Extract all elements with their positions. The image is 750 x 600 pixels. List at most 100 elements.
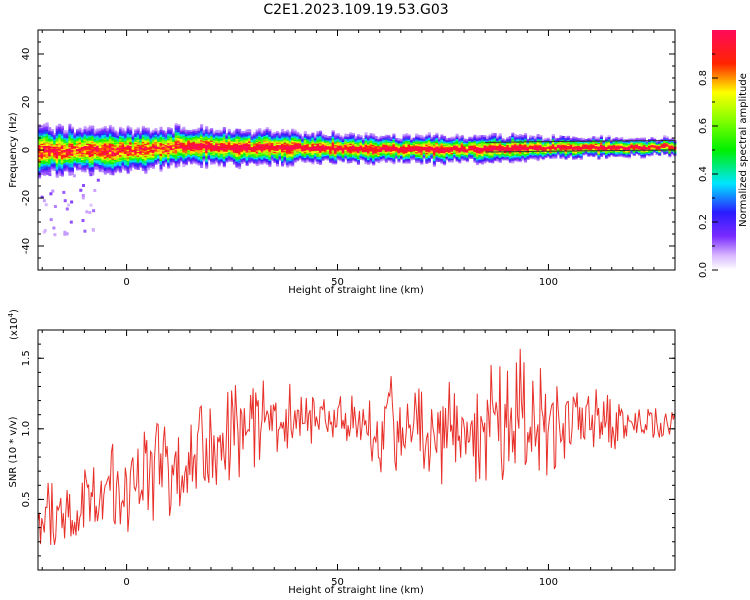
spectrogram-cell	[116, 138, 120, 141]
spectrogram-cell	[265, 147, 269, 150]
spectrogram-cell	[364, 133, 368, 136]
spectrogram-cell	[275, 154, 279, 156]
spectrogram-cell	[172, 131, 176, 134]
spectrogram-cell	[331, 147, 335, 149]
spectrogram-cell	[86, 134, 90, 137]
spectrogram-cell	[86, 156, 90, 159]
spectrogram-cell	[255, 143, 259, 146]
spectrogram-cell	[453, 136, 457, 139]
spectrogram-cell	[113, 143, 117, 146]
spectrogram-cell	[70, 141, 74, 143]
spectrogram-cell	[40, 125, 44, 127]
spectrogram-cell	[470, 155, 474, 158]
spectrogram-cell	[230, 157, 234, 160]
spectrogram-cell	[260, 143, 264, 146]
spectrogram-cell	[78, 145, 82, 148]
spectrogram-cell	[43, 169, 47, 172]
spectrogram-cell	[121, 152, 125, 155]
spectrogram-cell	[106, 153, 110, 156]
spectrogram-cell	[184, 162, 188, 164]
spectrogram-cell	[200, 141, 204, 143]
spectrogram-cell	[389, 140, 393, 143]
spectrogram-cell	[344, 138, 348, 141]
spectrogram-cell	[250, 141, 254, 144]
spectrogram-cell	[288, 163, 292, 165]
spectrogram-cell	[40, 167, 44, 169]
spectrogram-cell	[248, 134, 252, 136]
spectrogram-cell	[48, 149, 52, 152]
spectrogram-cell	[215, 161, 219, 163]
spectrogram-cell	[311, 141, 315, 143]
spectrogram-cell	[308, 137, 312, 140]
spectrogram-cell	[50, 165, 54, 167]
spectrogram-cell	[430, 144, 434, 146]
spectrogram-cell	[192, 141, 196, 143]
spectrogram-cell	[374, 138, 378, 141]
spectrogram-cell	[124, 159, 128, 162]
spectrogram-cell	[194, 157, 198, 160]
spectrogram-cell	[159, 137, 163, 140]
spectrogram-cell	[177, 145, 181, 148]
spectrogram-cell	[450, 153, 454, 156]
spectrogram-cell	[486, 142, 490, 144]
spectrogram-cell	[311, 147, 315, 149]
spectrogram-cell	[260, 155, 264, 158]
spectrogram-cell	[151, 129, 155, 132]
spectrogram-cell	[164, 131, 168, 134]
spectrogram-cell	[53, 140, 57, 143]
spectrogram-cell	[91, 140, 95, 142]
spectrogram-cell	[473, 144, 477, 147]
spectrogram-cell	[427, 135, 431, 138]
spectrogram-cell	[154, 154, 158, 157]
spectrogram-cell	[121, 139, 125, 141]
spectrogram-cell	[141, 128, 145, 131]
spectrogram-cell	[70, 166, 74, 168]
spectrogram-cell	[286, 162, 290, 164]
spectrogram-cell	[76, 164, 80, 166]
spectrogram-cell	[40, 146, 44, 149]
spectrogram-cell	[144, 140, 148, 143]
spectrogram-cell	[227, 140, 231, 143]
spectrogram-cell	[448, 151, 452, 153]
spectrogram-cell	[377, 140, 381, 143]
spectrogram-cell	[427, 158, 431, 161]
spectrogram-cell	[177, 152, 181, 155]
spectrogram-cell	[202, 156, 206, 159]
spectrogram-cell	[397, 160, 401, 163]
spectrogram-cell	[359, 136, 363, 139]
spectrogram-cell	[283, 155, 287, 158]
spectrogram-cell	[162, 146, 166, 148]
spectrogram-cell	[232, 160, 236, 163]
spectrogram-cell	[379, 145, 383, 148]
spectrogram-cell	[149, 135, 153, 137]
spectrogram-cell	[392, 133, 396, 136]
spectrogram-cell	[415, 155, 419, 157]
spectrogram-cell	[121, 134, 125, 137]
spectrogram-cell	[144, 151, 148, 154]
spectrogram-cell	[473, 137, 477, 139]
spectrogram-cell	[139, 157, 143, 160]
spectrogram-cell	[341, 147, 345, 150]
spectrogram-cell	[260, 132, 264, 135]
spectrogram-cell	[364, 149, 368, 151]
spectrogram-cell	[225, 134, 229, 137]
spectrogram-cell	[227, 149, 231, 152]
spectrogram-cell	[197, 133, 201, 136]
spectrogram-cell	[238, 163, 242, 166]
spectrogram-cell	[172, 144, 176, 147]
spectrogram-cell	[131, 137, 135, 140]
spectrogram-cell	[273, 132, 277, 134]
spectrogram-cell	[263, 138, 267, 141]
spectrogram-cell	[225, 146, 229, 149]
spectrogram-cell	[113, 158, 117, 160]
spectrogram-cell	[480, 143, 484, 146]
spectrogram-cell	[157, 161, 161, 164]
spectrogram-cell	[435, 132, 439, 135]
spectrogram-cell	[212, 150, 216, 153]
spectrogram-cell	[465, 140, 469, 142]
spectrogram-cell	[240, 149, 244, 151]
spectrogram-cell	[263, 136, 267, 139]
spectrogram-cell	[435, 133, 439, 136]
spectrogram-cell	[88, 127, 92, 130]
spectrogram-cell	[101, 143, 105, 145]
